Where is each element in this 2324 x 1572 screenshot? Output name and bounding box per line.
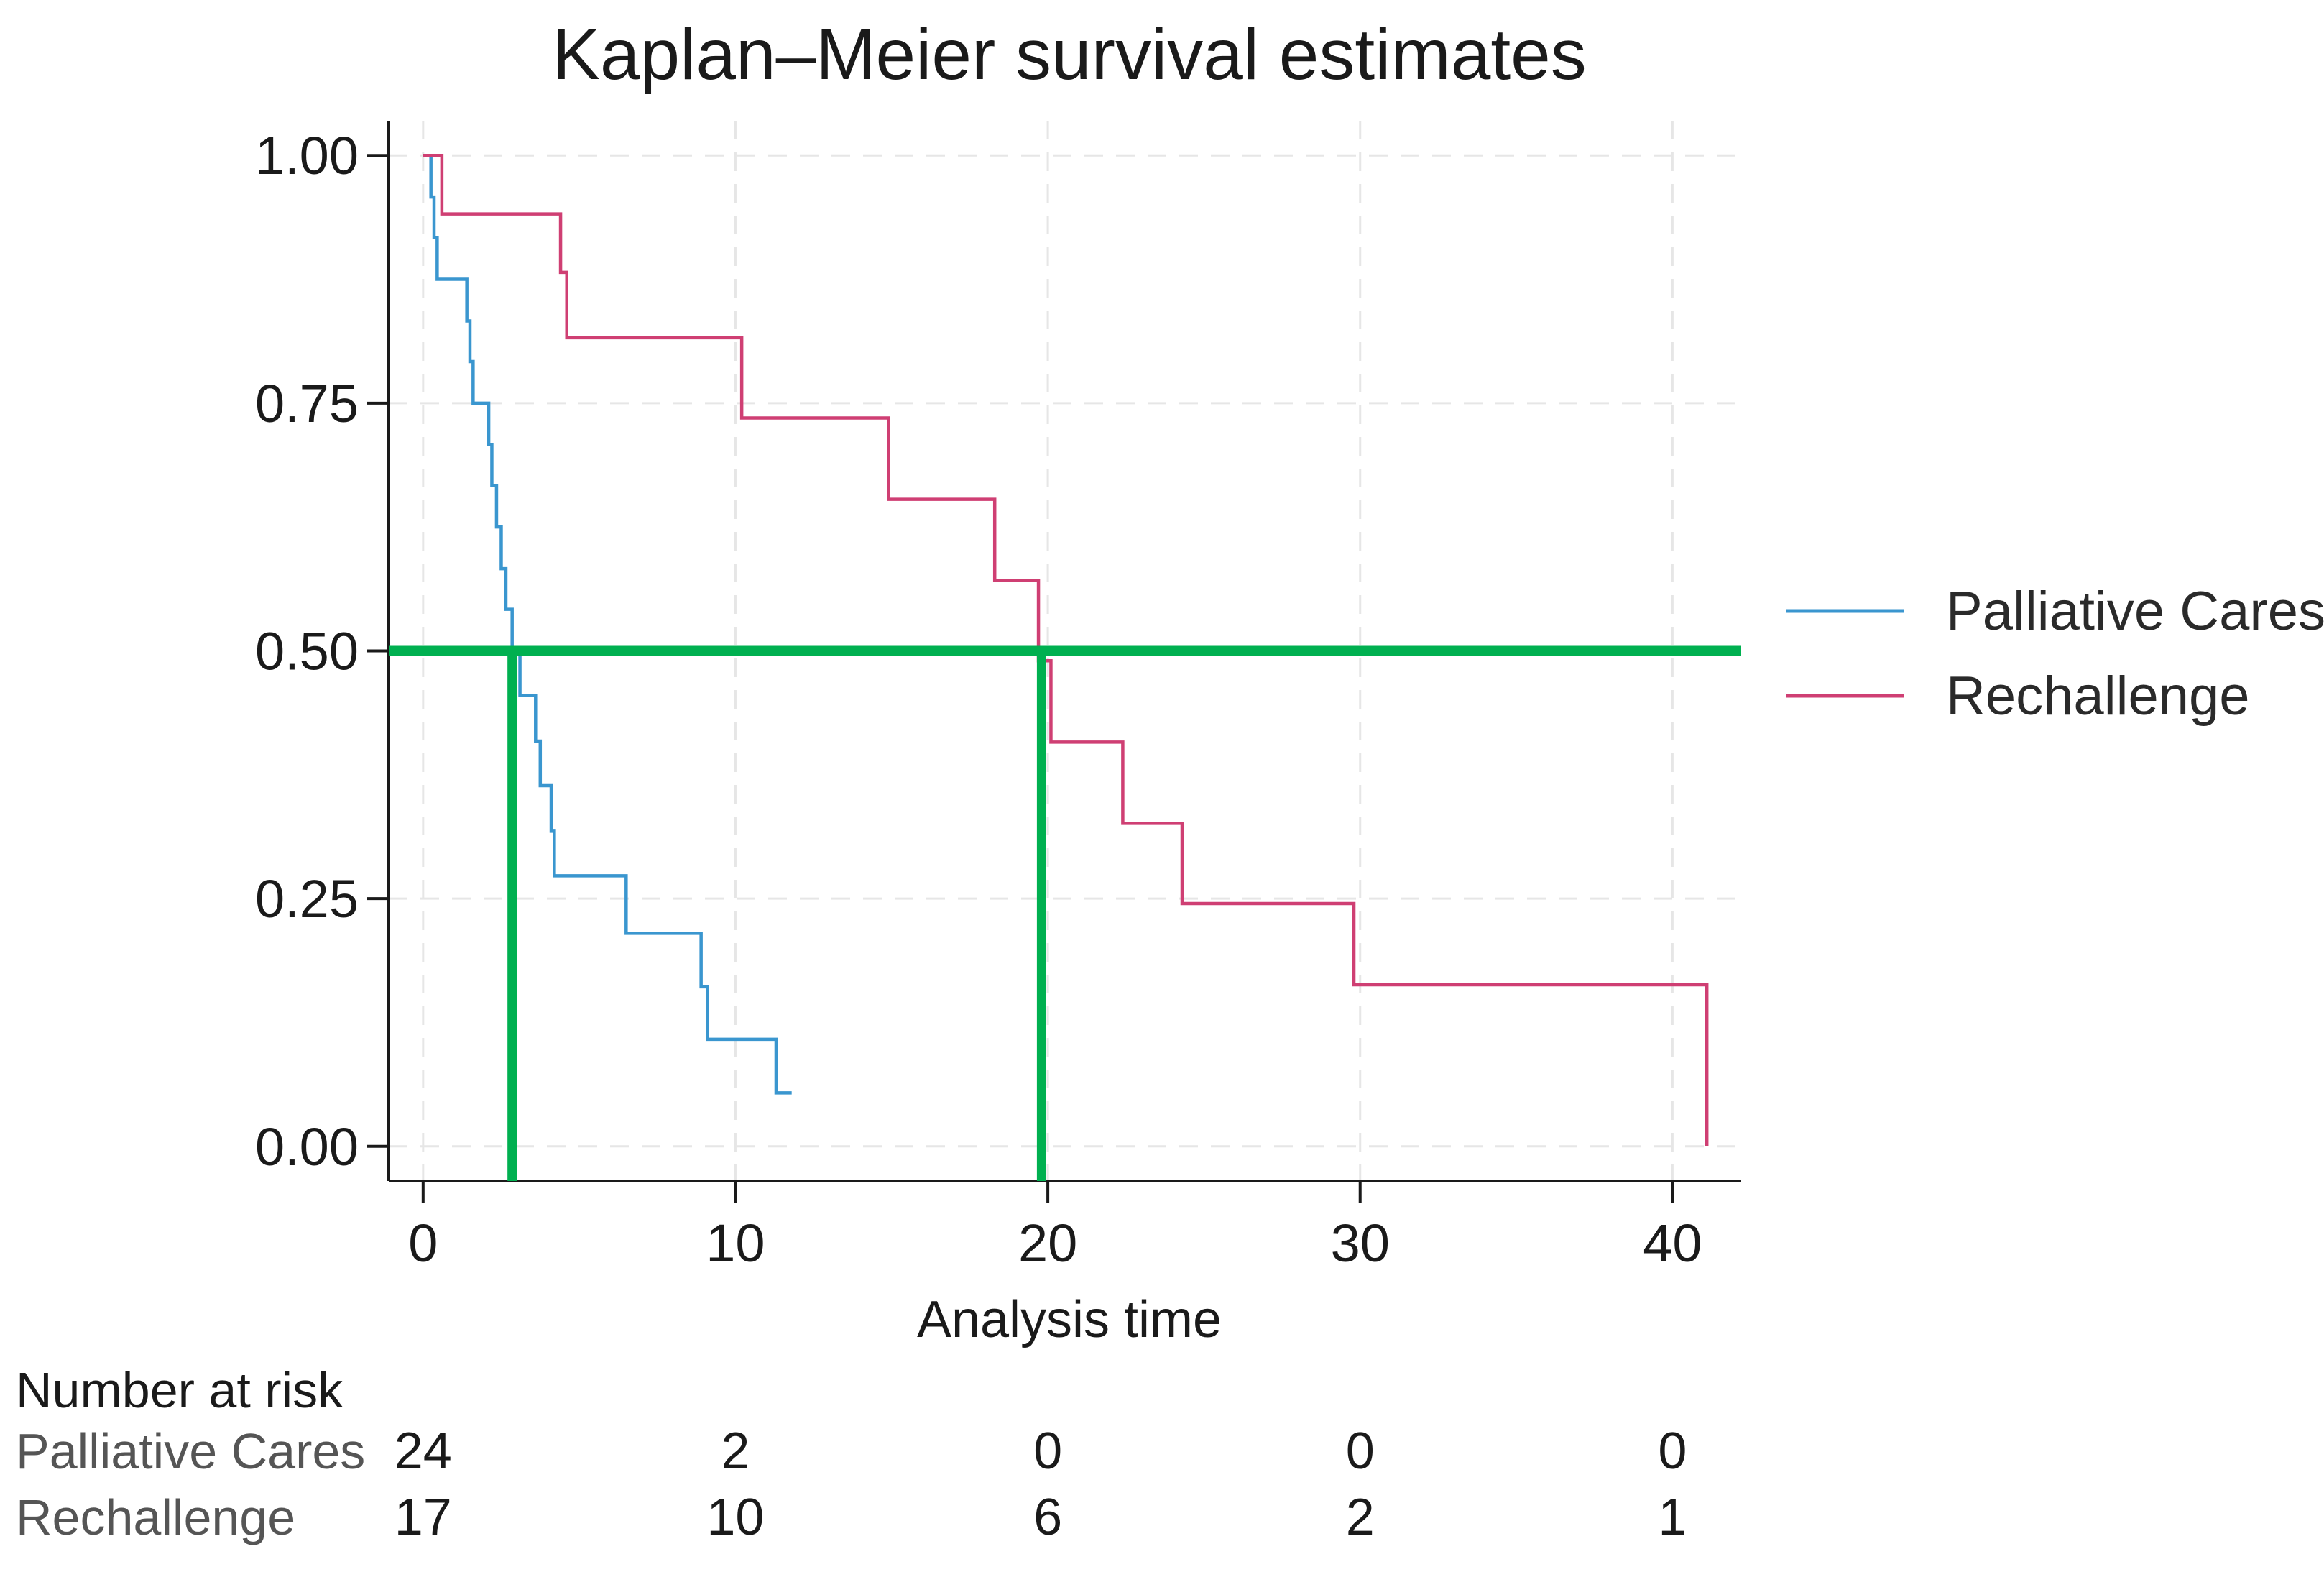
y-tick-label-1: 0.25: [255, 869, 359, 929]
legend-label-0: Palliative Cares: [1946, 581, 2324, 642]
x-axis-label: Analysis time: [917, 1291, 1222, 1348]
series-line-palliative-cares: [423, 153, 792, 1095]
series-line-rechallenge: [423, 153, 1709, 1146]
risk-count-0-0: 24: [395, 1422, 452, 1480]
chart-title: Kaplan–Meier survival estimates: [552, 14, 1587, 95]
risk-count-0-1: 2: [721, 1422, 750, 1480]
x-tick-label-4: 40: [1643, 1213, 1702, 1273]
x-tick-label-2: 20: [1018, 1213, 1077, 1273]
risk-table: Number at risk Palliative Cares 24 2 0 0 0 Rec…: [16, 1362, 1687, 1546]
x-tick-label-3: 30: [1331, 1213, 1390, 1273]
risk-count-0-3: 0: [1346, 1422, 1375, 1480]
y-tick-label-4: 1.00: [255, 126, 359, 185]
risk-count-0-4: 0: [1658, 1422, 1687, 1480]
y-tick-label-0: 0.00: [255, 1117, 359, 1177]
risk-count-1-3: 2: [1346, 1489, 1375, 1546]
plot-area: 0.00 0.25 0.50 0.75 1.00 0 10 20 30 40: [255, 121, 1741, 1273]
risk-table-title: Number at risk: [16, 1362, 343, 1418]
risk-count-1-4: 1: [1658, 1489, 1687, 1546]
risk-count-0-2: 0: [1033, 1422, 1062, 1480]
risk-row-label-1: Rechallenge: [16, 1489, 295, 1545]
legend: Palliative Cares Rechallenge: [1786, 581, 2324, 727]
y-tick-label-3: 0.75: [255, 374, 359, 433]
risk-count-1-2: 6: [1033, 1489, 1062, 1546]
x-tick-label-0: 0: [408, 1213, 438, 1273]
risk-count-1-1: 10: [706, 1489, 764, 1546]
y-tick-label-2: 0.50: [255, 622, 359, 681]
x-tick-label-1: 10: [706, 1213, 765, 1273]
legend-label-1: Rechallenge: [1946, 666, 2250, 727]
risk-row-label-0: Palliative Cares: [16, 1423, 365, 1479]
risk-count-1-0: 17: [395, 1489, 452, 1546]
